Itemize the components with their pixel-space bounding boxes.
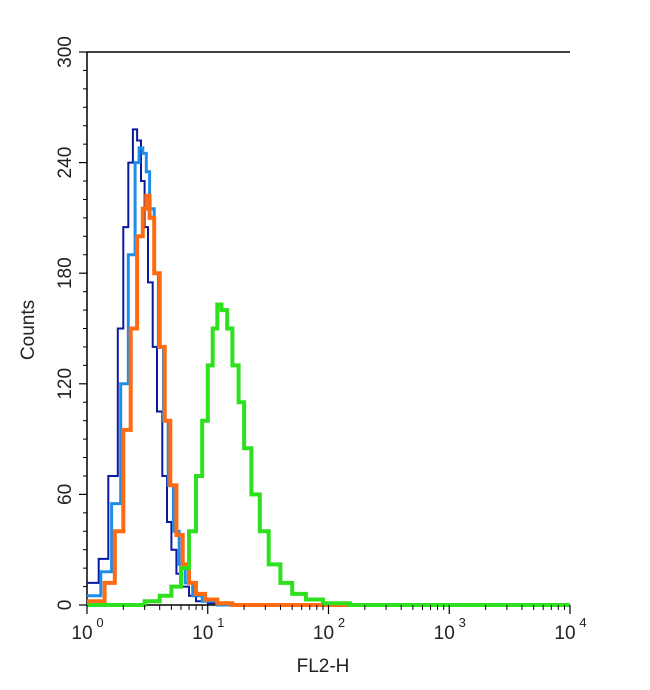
x-tick-exponent: 0: [96, 615, 103, 630]
series-layer: [87, 128, 570, 607]
y-axis-ticks: 0 60 120 180 240 300: [55, 36, 87, 610]
x-tick-label: 10: [71, 623, 92, 644]
y-tick-label: 0: [55, 600, 76, 611]
y-tick-label: 120: [55, 368, 76, 400]
histogram-series-1: [87, 128, 570, 606]
y-tick-label: 240: [55, 147, 76, 179]
histogram-series-4: [87, 302, 570, 607]
x-tick-label: 10: [313, 623, 334, 644]
x-axis-title: FL2-H: [297, 656, 350, 677]
histogram-series-2: [87, 146, 570, 607]
x-tick-exponent: 4: [579, 615, 586, 630]
x-tick-exponent: 2: [338, 615, 345, 630]
x-tick-exponent: 1: [217, 615, 224, 630]
x-tick-label: 10: [192, 623, 213, 644]
x-tick-exponent: 3: [459, 615, 466, 630]
x-axis-ticks: 10 0 10 1 10 2 10 3 10 4: [71, 605, 587, 644]
x-tick-label: 10: [434, 623, 455, 644]
histogram-series-3: [87, 193, 570, 607]
y-tick-label: 60: [55, 484, 76, 505]
y-tick-label: 300: [55, 36, 76, 68]
y-axis-title: Counts: [18, 300, 39, 360]
y-tick-label: 180: [55, 257, 76, 289]
x-tick-label: 10: [554, 623, 575, 644]
